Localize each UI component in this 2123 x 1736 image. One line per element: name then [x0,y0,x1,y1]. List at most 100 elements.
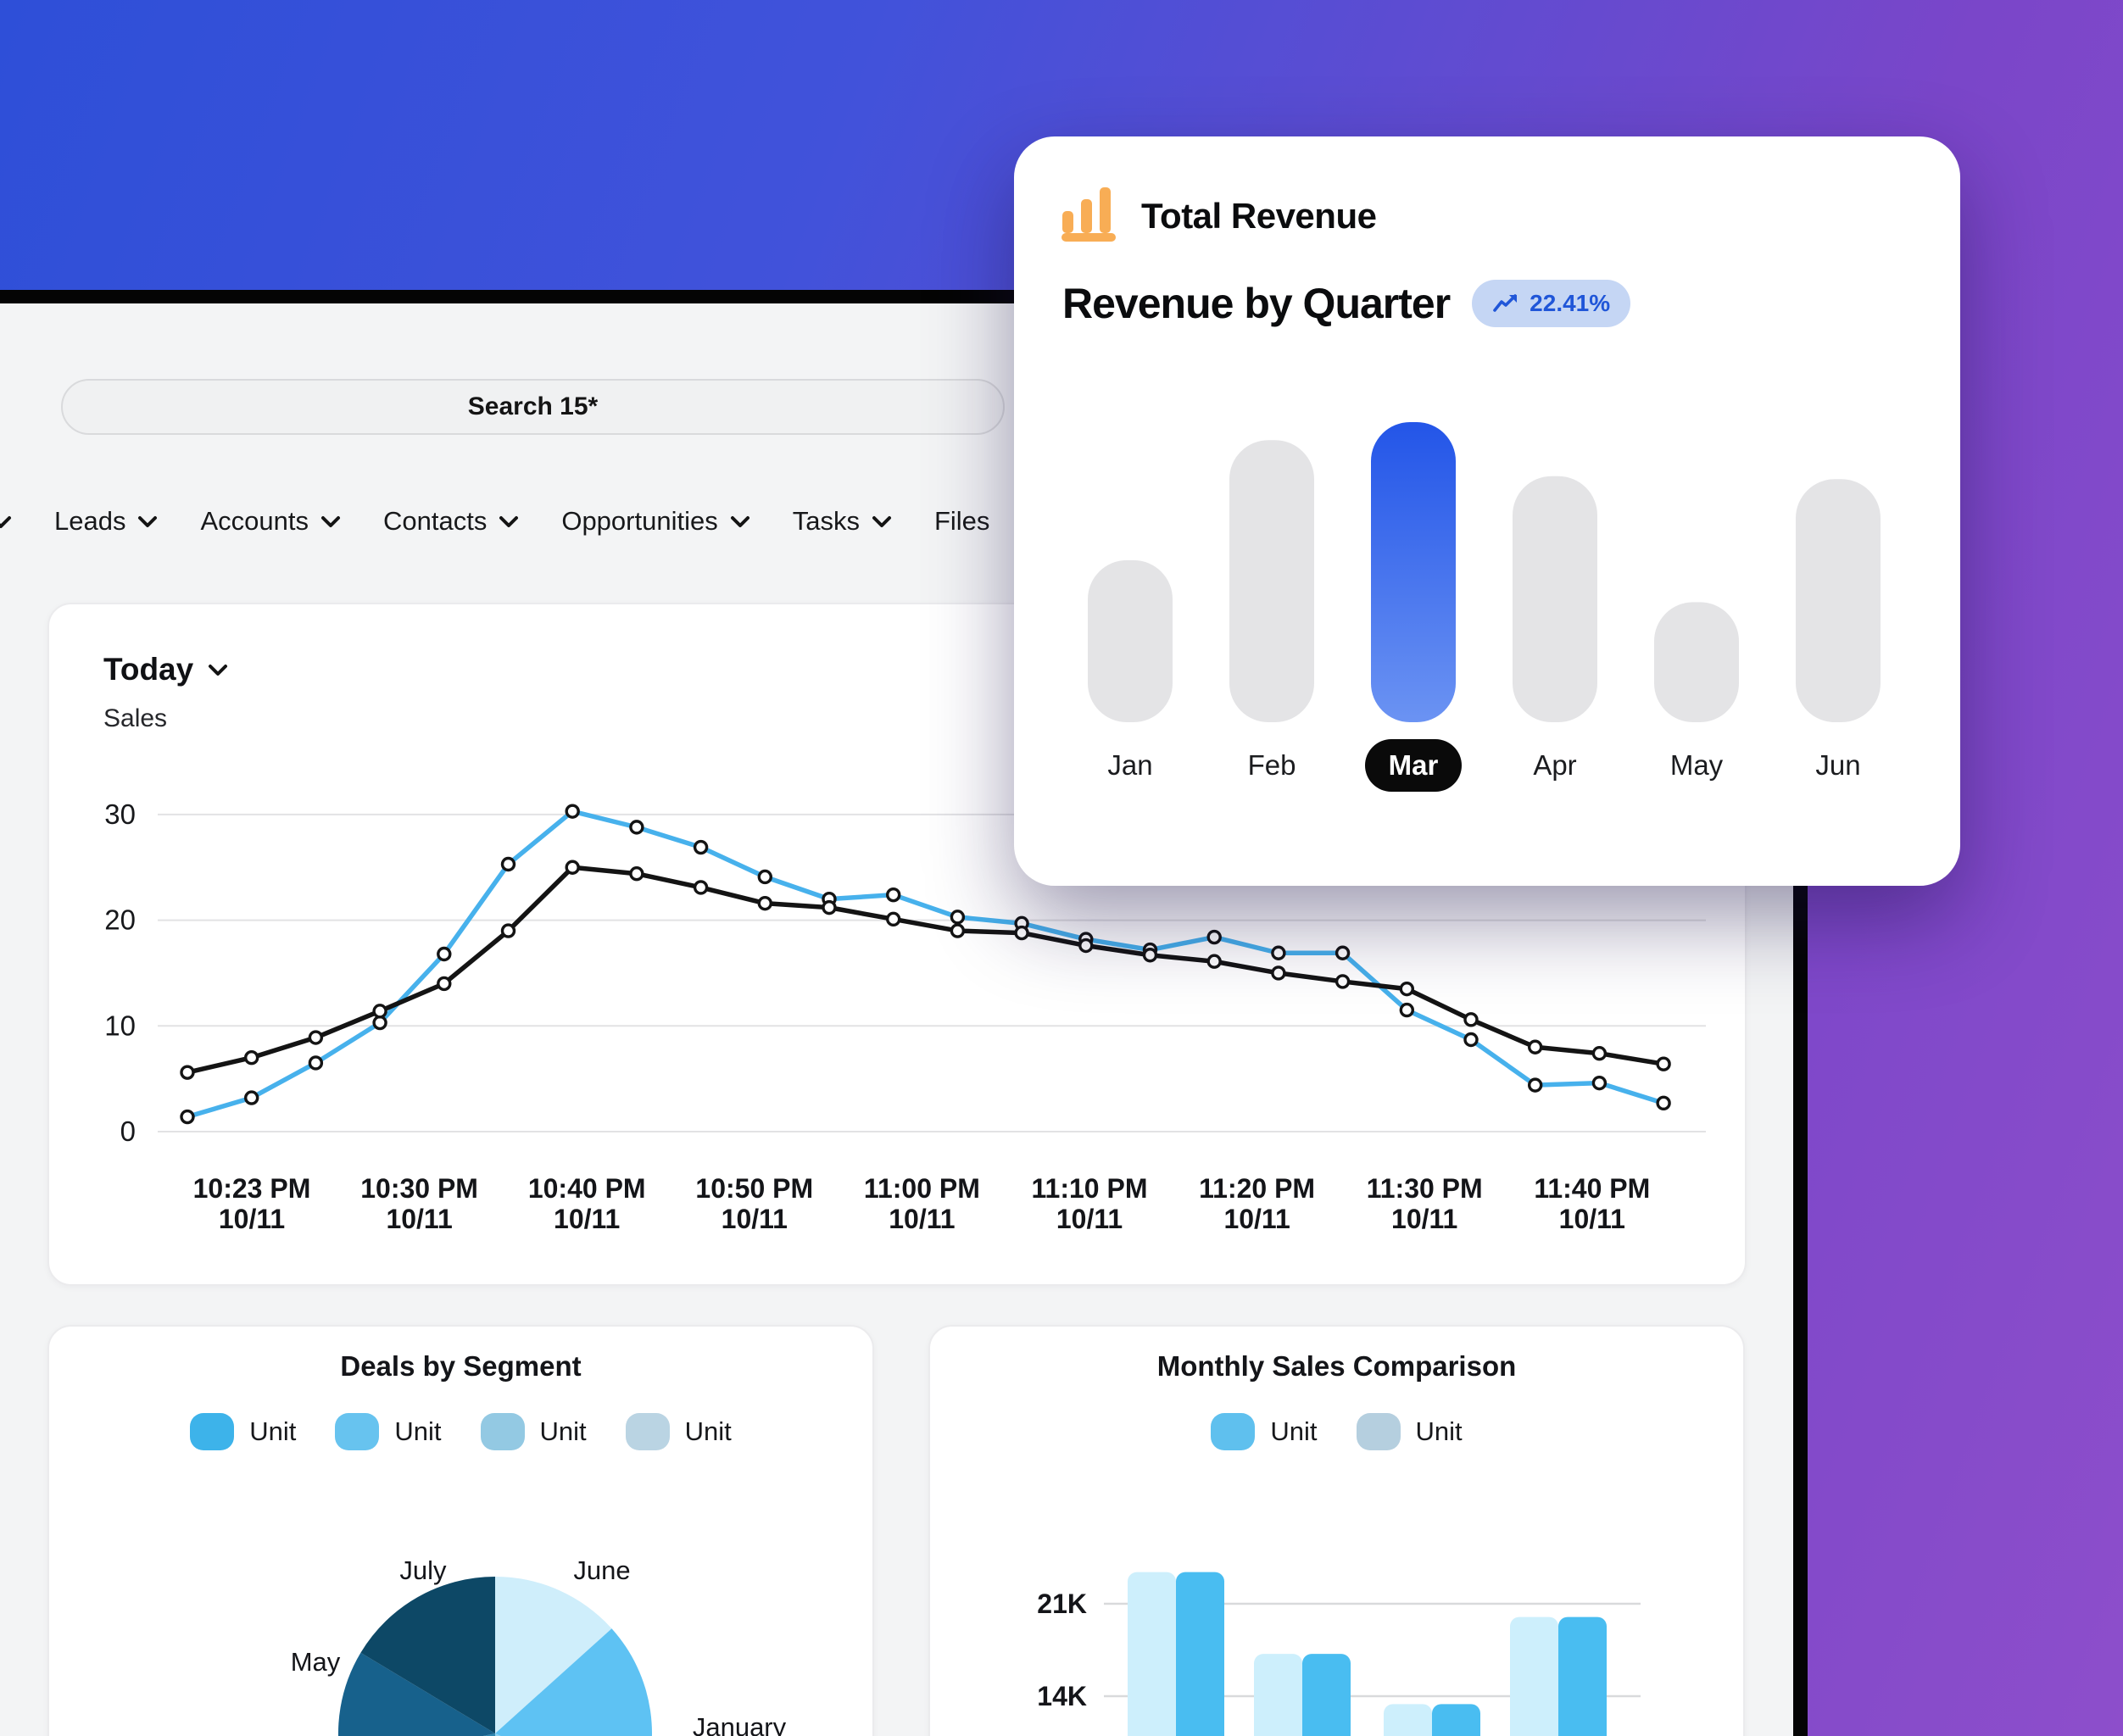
data-point[interactable] [757,869,772,885]
month-label[interactable]: Feb [1248,749,1296,781]
revenue-bar[interactable] [1513,476,1597,722]
legend-item[interactable]: Unit [625,1413,732,1450]
data-point[interactable] [308,1030,324,1045]
data-point[interactable] [693,880,709,895]
revenue-bar[interactable] [1088,559,1173,722]
data-point[interactable] [1014,925,1029,941]
nav-label: Files [933,506,990,536]
data-point[interactable] [1591,1046,1608,1061]
month-label[interactable]: Jan [1107,749,1152,781]
bar-bright[interactable] [1302,1654,1351,1736]
pie-segment-July[interactable] [360,1577,495,1733]
data-point[interactable] [308,1055,324,1071]
main-nav: Leads Accounts Contacts Opportunities Ta… [54,500,989,542]
pie-segment-June[interactable] [495,1577,612,1733]
data-point[interactable] [629,866,644,882]
data-point[interactable] [500,923,516,938]
pie-segment-hidden[interactable] [342,1733,500,1736]
y-axis-label: 20 [104,904,136,936]
nav-item-files[interactable]: Files [934,506,989,537]
data-point[interactable] [1335,974,1351,989]
x-axis-label-date: 10/11 [722,1204,788,1234]
data-point[interactable] [565,804,580,819]
nav-item-opportunities[interactable]: Opportunities [561,506,750,537]
data-point[interactable] [1142,948,1158,963]
revenue-kicker: Total Revenue [1141,196,1377,236]
data-point[interactable] [180,1109,195,1125]
data-point[interactable] [243,1050,259,1066]
revenue-bar[interactable] [1796,479,1881,722]
data-point[interactable] [500,856,516,872]
month-pill[interactable] [1365,739,1462,792]
data-point[interactable] [629,820,644,835]
growth-badge: 22.41% [1472,280,1631,327]
data-point[interactable] [1271,965,1286,981]
legend-item[interactable]: Unit [190,1413,296,1450]
data-point[interactable] [1591,1075,1608,1091]
data-point[interactable] [1463,1032,1479,1048]
data-point[interactable] [1078,938,1094,954]
pie-segment-hidden[interactable] [495,1733,638,1736]
revenue-bar[interactable] [1229,440,1314,722]
x-axis-label: 11:30 PM [1367,1173,1483,1204]
y-axis-label: 21K [1037,1589,1087,1619]
data-point[interactable] [1399,981,1415,997]
data-point[interactable] [1463,1012,1479,1027]
nav-item-accounts[interactable]: Accounts [200,506,342,537]
nav-item-leads[interactable]: Leads [54,506,159,537]
pie-segment-January[interactable] [495,1628,652,1736]
pie-segment-May[interactable] [338,1652,495,1736]
data-point[interactable] [372,1015,387,1031]
data-point[interactable] [950,923,966,938]
data-point[interactable] [437,946,452,962]
data-point[interactable] [950,910,966,925]
bar-light[interactable] [1384,1704,1432,1736]
revenue-bar-highlight[interactable] [1371,422,1456,722]
bar-light[interactable] [1510,1616,1558,1736]
legend-item[interactable]: Unit [480,1413,587,1450]
data-point[interactable] [1271,945,1286,960]
month-label[interactable]: Jun [1815,749,1860,781]
data-point[interactable] [1527,1077,1543,1093]
data-point[interactable] [1656,1095,1671,1111]
data-point[interactable] [243,1090,259,1105]
data-point[interactable] [372,1004,387,1019]
legend-item[interactable]: Unit [335,1413,442,1450]
data-point[interactable] [437,976,452,992]
growth-badge-label: 22.41% [1530,290,1611,316]
x-axis-label: 11:20 PM [1199,1173,1315,1204]
data-point[interactable] [886,911,901,927]
x-axis-label-date: 10/11 [554,1204,620,1234]
deals-by-segment-card: Deals by Segment Unit Unit Unit Unit Jun… [47,1325,874,1736]
revenue-bar[interactable] [1654,602,1739,722]
search-input[interactable] [61,379,1005,435]
nav-item-contacts[interactable]: Contacts [383,506,520,537]
period-dropdown[interactable]: Today [103,652,229,687]
bar-bright[interactable] [1432,1704,1480,1736]
data-point[interactable] [822,899,837,915]
legend-item[interactable]: Unit [1356,1413,1463,1450]
month-label[interactable]: Apr [1533,749,1576,781]
data-point[interactable] [565,860,580,875]
data-point[interactable] [1206,954,1222,969]
chevron-down-icon[interactable] [0,510,12,532]
data-point[interactable] [1206,929,1222,945]
bar-bright[interactable] [1558,1616,1607,1736]
data-point[interactable] [693,839,709,855]
legend-item[interactable]: Unit [1211,1413,1318,1450]
data-point[interactable] [1335,945,1351,960]
month-label[interactable]: May [1670,749,1724,781]
data-point[interactable] [757,895,772,911]
data-point[interactable] [1527,1039,1543,1054]
bar-light[interactable] [1254,1654,1302,1736]
nav-item-tasks[interactable]: Tasks [793,506,893,537]
bar-light[interactable] [1128,1572,1176,1736]
data-point[interactable] [1399,1002,1415,1018]
data-point[interactable] [886,887,901,903]
data-point[interactable] [1656,1056,1671,1071]
data-point[interactable] [180,1065,195,1080]
x-axis-label: 10:30 PM [360,1173,478,1204]
month-label[interactable]: Mar [1389,749,1439,781]
bar-bright[interactable] [1176,1572,1224,1736]
